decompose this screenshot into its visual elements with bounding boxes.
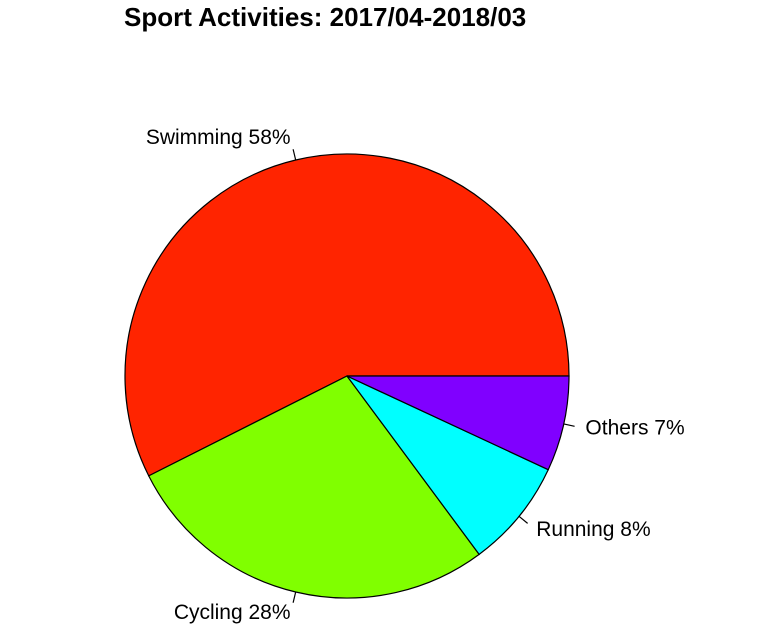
- chart-title: Sport Activities: 2017/04-2018/03: [124, 2, 527, 32]
- pie-slice-cycling: [147, 375, 480, 599]
- slice-label-cycling: Cycling 28%: [174, 601, 291, 624]
- label-tick-running: [518, 515, 528, 524]
- slice-label-others: Others 7%: [585, 416, 684, 439]
- pie-slices: [124, 153, 570, 599]
- pie-slice-others: [346, 375, 570, 471]
- slice-labels: Swimming 58% Cycling 28% Running 8% Others …: [146, 126, 685, 624]
- label-ticks: [292, 149, 575, 603]
- slice-label-running: Running 8%: [536, 518, 650, 541]
- label-tick-others: [563, 423, 575, 427]
- label-tick-cycling: [292, 591, 297, 603]
- pie-slice-swimming: [124, 153, 570, 477]
- pie-slice-running: [346, 375, 550, 556]
- slice-label-swimming: Swimming 58%: [146, 126, 291, 149]
- label-tick-swimming: [292, 149, 297, 161]
